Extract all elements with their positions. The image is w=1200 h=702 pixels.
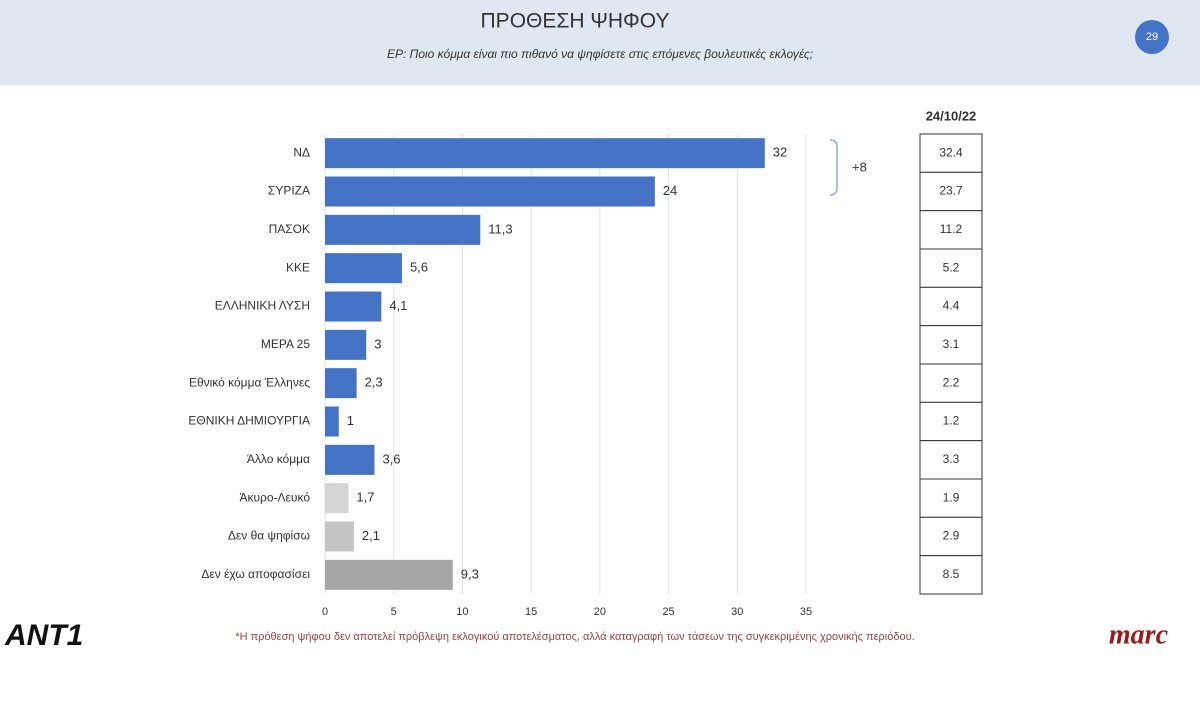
x-tick-label: 20: [594, 606, 606, 618]
comparison-cell: [919, 478, 983, 518]
bar: [325, 368, 357, 399]
category-label: Δεν θα ψηφίσω: [228, 529, 310, 543]
comparison-cell: [919, 133, 983, 173]
comparison-cell: [919, 363, 983, 403]
bar: [325, 138, 765, 169]
value-label: 2,1: [362, 528, 380, 543]
bar: [325, 483, 349, 514]
footnote: *Η πρόθεση ψήφου δεν αποτελεί πρόβλεψη ε…: [235, 631, 914, 643]
comparison-value: 2.9: [943, 529, 960, 543]
comparison-value: 8.5: [943, 567, 960, 581]
comparison-cell: [919, 555, 983, 595]
comparison-cell: [919, 286, 983, 327]
value-label: 3,6: [382, 451, 400, 466]
comparison-value: 3.1: [943, 337, 960, 351]
value-label: 1: [347, 413, 354, 428]
bar: [325, 329, 367, 360]
category-label: ΚΚΕ: [286, 260, 310, 274]
comparison-cell: [919, 325, 983, 365]
value-label: 5,6: [410, 260, 428, 275]
header-band: [0, 0, 1200, 85]
bar: [325, 406, 339, 437]
comparison-value: 3.3: [943, 452, 960, 466]
value-label: 9,3: [461, 566, 479, 581]
bar: [325, 291, 382, 322]
comparison-value: 1.9: [943, 490, 960, 504]
category-label: ΜΕΡΑ 25: [261, 337, 310, 351]
comparison-cell: [919, 248, 983, 288]
page-badge: [1135, 20, 1169, 54]
value-label: 24: [663, 183, 677, 198]
comparison-value: 11.2: [940, 222, 963, 236]
bar: [325, 444, 375, 475]
value-label: 11,3: [488, 221, 512, 236]
x-tick-label: 15: [525, 606, 537, 618]
comparison-value: 1.2: [943, 414, 960, 428]
x-tick-label: 35: [800, 606, 812, 618]
comparison-value: 32.4: [939, 145, 963, 159]
value-label: 3: [374, 336, 381, 351]
category-label: ΕΛΛΗΝΙΚΗ ΛΥΣΗ: [215, 299, 310, 313]
x-tick-label: 5: [391, 606, 397, 618]
comparison-value: 2.2: [943, 375, 960, 389]
bar: [325, 521, 354, 552]
bar: [325, 253, 402, 284]
annotation: +8: [852, 159, 867, 174]
x-tick-label: 0: [322, 606, 328, 618]
category-label: Εθνικό κόμμα Έλληνες: [189, 375, 310, 389]
category-label: Δεν έχω αποφασίσει: [201, 567, 310, 581]
comparison-cell: [919, 171, 983, 212]
page-number: 29: [1146, 31, 1158, 43]
comparison-cell: [919, 440, 983, 480]
x-tick-label: 30: [731, 606, 743, 618]
bar: [325, 176, 655, 207]
comparison-header: 24/10/22: [926, 108, 977, 123]
category-label: ΕΘΝΙΚΗ ΔΗΜΙΟΥΡΓΙΑ: [188, 414, 310, 428]
bar: [325, 214, 481, 245]
category-label: ΝΔ: [293, 145, 310, 159]
chart-subtitle: ΕΡ: Ποιο κόμμα είναι πιο πιθανό να ψηφίσ…: [387, 47, 813, 61]
bar: [325, 559, 453, 590]
logo-ant1: ANT1: [4, 619, 83, 652]
comparison-value: 4.4: [943, 299, 960, 313]
category-label: ΠΑΣΟΚ: [269, 222, 310, 236]
category-label: Άκυρο-Λευκό: [239, 490, 310, 504]
value-label: 2,3: [365, 375, 383, 390]
comparison-cell: [919, 210, 983, 250]
category-label: ΣΥΡΙΖΑ: [268, 184, 310, 198]
value-label: 32: [773, 145, 787, 160]
x-tick-label: 25: [662, 606, 674, 618]
bracket: [829, 139, 838, 196]
comparison-value: 5.2: [943, 260, 960, 274]
comparison-cell: [919, 401, 983, 442]
logo-marc: marc: [1109, 619, 1169, 650]
value-label: 4,1: [389, 298, 407, 313]
category-label: Άλλο κόμμα: [247, 452, 310, 466]
chart-title: ΠΡΟΘΕΣΗ ΨΗΦΟΥ: [481, 10, 670, 33]
comparison-value: 23.7: [939, 184, 963, 198]
value-label: 1,7: [356, 490, 374, 505]
x-tick-label: 10: [456, 606, 468, 618]
